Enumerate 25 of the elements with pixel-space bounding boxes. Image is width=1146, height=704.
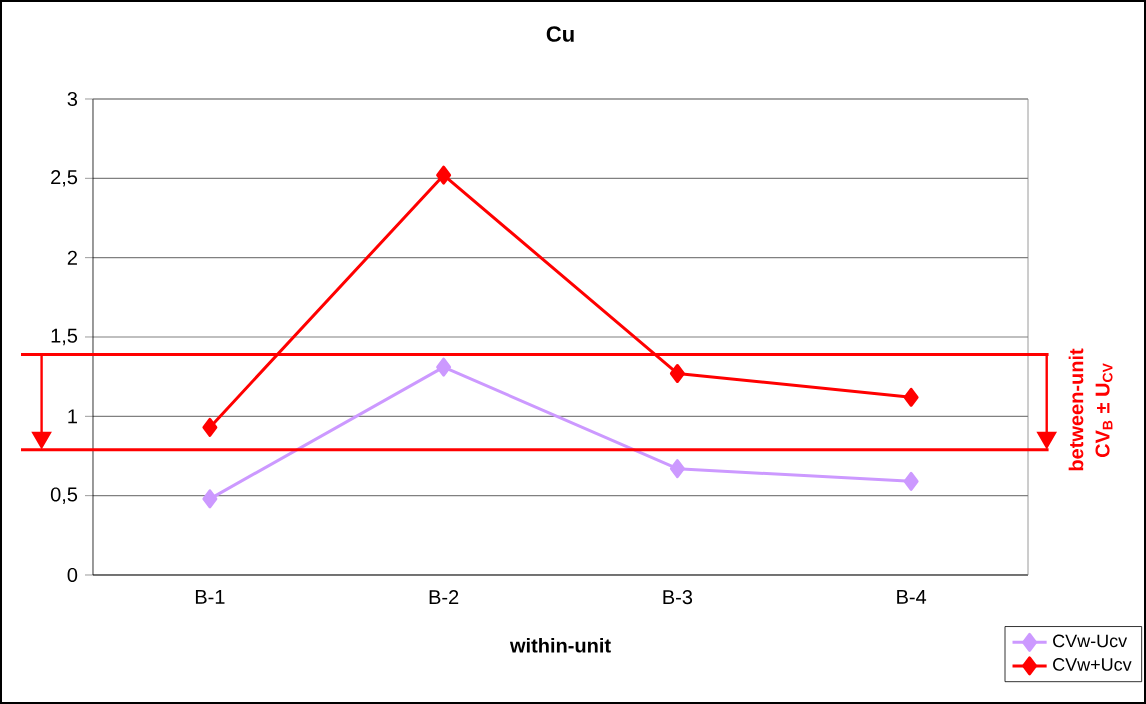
legend-label: CVw-Ucv [1053, 634, 1128, 648]
point [202, 489, 218, 509]
point [436, 165, 452, 185]
point [903, 387, 919, 407]
y-tick-label: 1 [68, 409, 77, 424]
point [436, 357, 452, 377]
point [903, 471, 919, 491]
text: CV$_{B}$ ± U$_{CV}$ [1095, 363, 1113, 458]
x-tick-label: B-3 [663, 590, 693, 605]
x-tick-label: B-1 [195, 590, 225, 604]
x-tick-label: B-2 [429, 590, 459, 605]
y-tick-label: 2,5 [51, 170, 78, 187]
text: between-unit [1068, 348, 1084, 471]
y-tick-label: 2 [67, 250, 77, 265]
x-axis-title: within-unit [509, 637, 611, 653]
point [669, 459, 685, 479]
y-tick-label: 1,5 [51, 328, 78, 346]
y-tick-label: 0,5 [50, 487, 78, 504]
point [202, 417, 218, 437]
point [669, 363, 685, 383]
y-tick-label: 3 [67, 91, 78, 107]
chart-title: Cu [546, 26, 574, 42]
y-tick-label: 0 [67, 567, 78, 583]
legend-label: CVw+Ucv [1053, 658, 1132, 671]
x-tick-label: B-4 [897, 590, 927, 604]
